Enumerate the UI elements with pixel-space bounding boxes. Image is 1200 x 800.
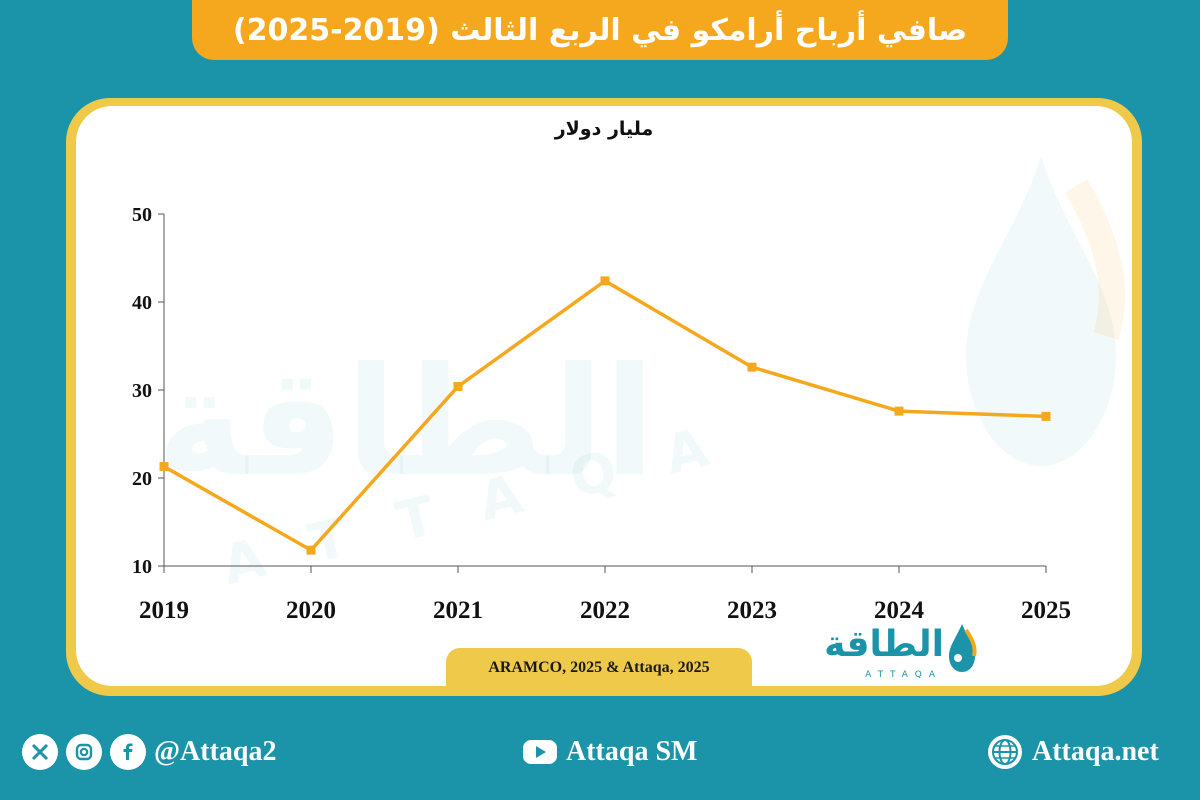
y-tick-label: 40: [132, 292, 152, 314]
data-point: [306, 545, 316, 555]
drop-watermark-icon: [966, 156, 1125, 466]
y-tick-label: 10: [132, 556, 152, 578]
globe-icon: [988, 735, 1022, 769]
x-tick-label: 2021: [433, 597, 483, 624]
source-box: ARAMCO, 2025 & Attaqa, 2025: [446, 648, 752, 686]
y-tick-label: 50: [132, 204, 152, 226]
chart-title: صافي أرباح أرامكو في الربع الثالث (2019-…: [232, 12, 968, 48]
website-url: Attaqa.net: [1032, 736, 1159, 767]
y-tick-label: 20: [132, 468, 152, 490]
y-tick-label: 30: [132, 380, 152, 402]
youtube-channel: Attaqa SM: [566, 736, 698, 767]
x-tick-label: 2025: [1021, 597, 1071, 624]
x-tick-label: 2023: [727, 597, 777, 624]
unit-label: مليار دولار: [554, 118, 654, 140]
watermark-arabic: الطاقة: [156, 336, 656, 510]
social-handle[interactable]: @Attaqa2: [154, 736, 277, 767]
chart-card: الطاقة ATTAQA مليار دولار 10 20 30 40 50 2019…: [76, 106, 1132, 686]
oil-drop-icon: [949, 624, 977, 672]
youtube-icon: [523, 740, 557, 764]
data-point: [159, 462, 169, 472]
data-point: [600, 276, 610, 286]
x-tick-label: 2019: [139, 597, 189, 624]
logo-latin: ATTAQA: [865, 670, 942, 680]
title-banner: صافي أرباح أرامكو في الربع الثالث (2019-…: [192, 0, 1008, 60]
facebook-icon[interactable]: [110, 734, 146, 770]
data-point: [453, 381, 463, 391]
youtube-link[interactable]: Attaqa SM: [522, 730, 697, 774]
x-tick-label: 2020: [286, 597, 336, 624]
data-point: [894, 406, 904, 416]
data-point: [1041, 411, 1051, 421]
website-link[interactable]: Attaqa.net: [986, 730, 1159, 774]
social-links: @Attaqa2: [22, 730, 277, 774]
attaqa-logo: الطاقة ATTAQA: [822, 620, 982, 684]
data-point: [747, 362, 757, 372]
logo-arabic: الطاقة: [824, 624, 944, 665]
source-text: ARAMCO, 2025 & Attaqa, 2025: [488, 659, 710, 676]
series-line: [163, 279, 1047, 552]
x-icon[interactable]: [22, 734, 58, 770]
instagram-icon[interactable]: [66, 734, 102, 770]
x-tick-label: 2022: [580, 597, 630, 624]
line-chart: 10 20 30 40 50 2019 2020 2021 2022 2023 2024 2025: [132, 204, 1071, 624]
x-tick-label: 2024: [874, 597, 925, 624]
